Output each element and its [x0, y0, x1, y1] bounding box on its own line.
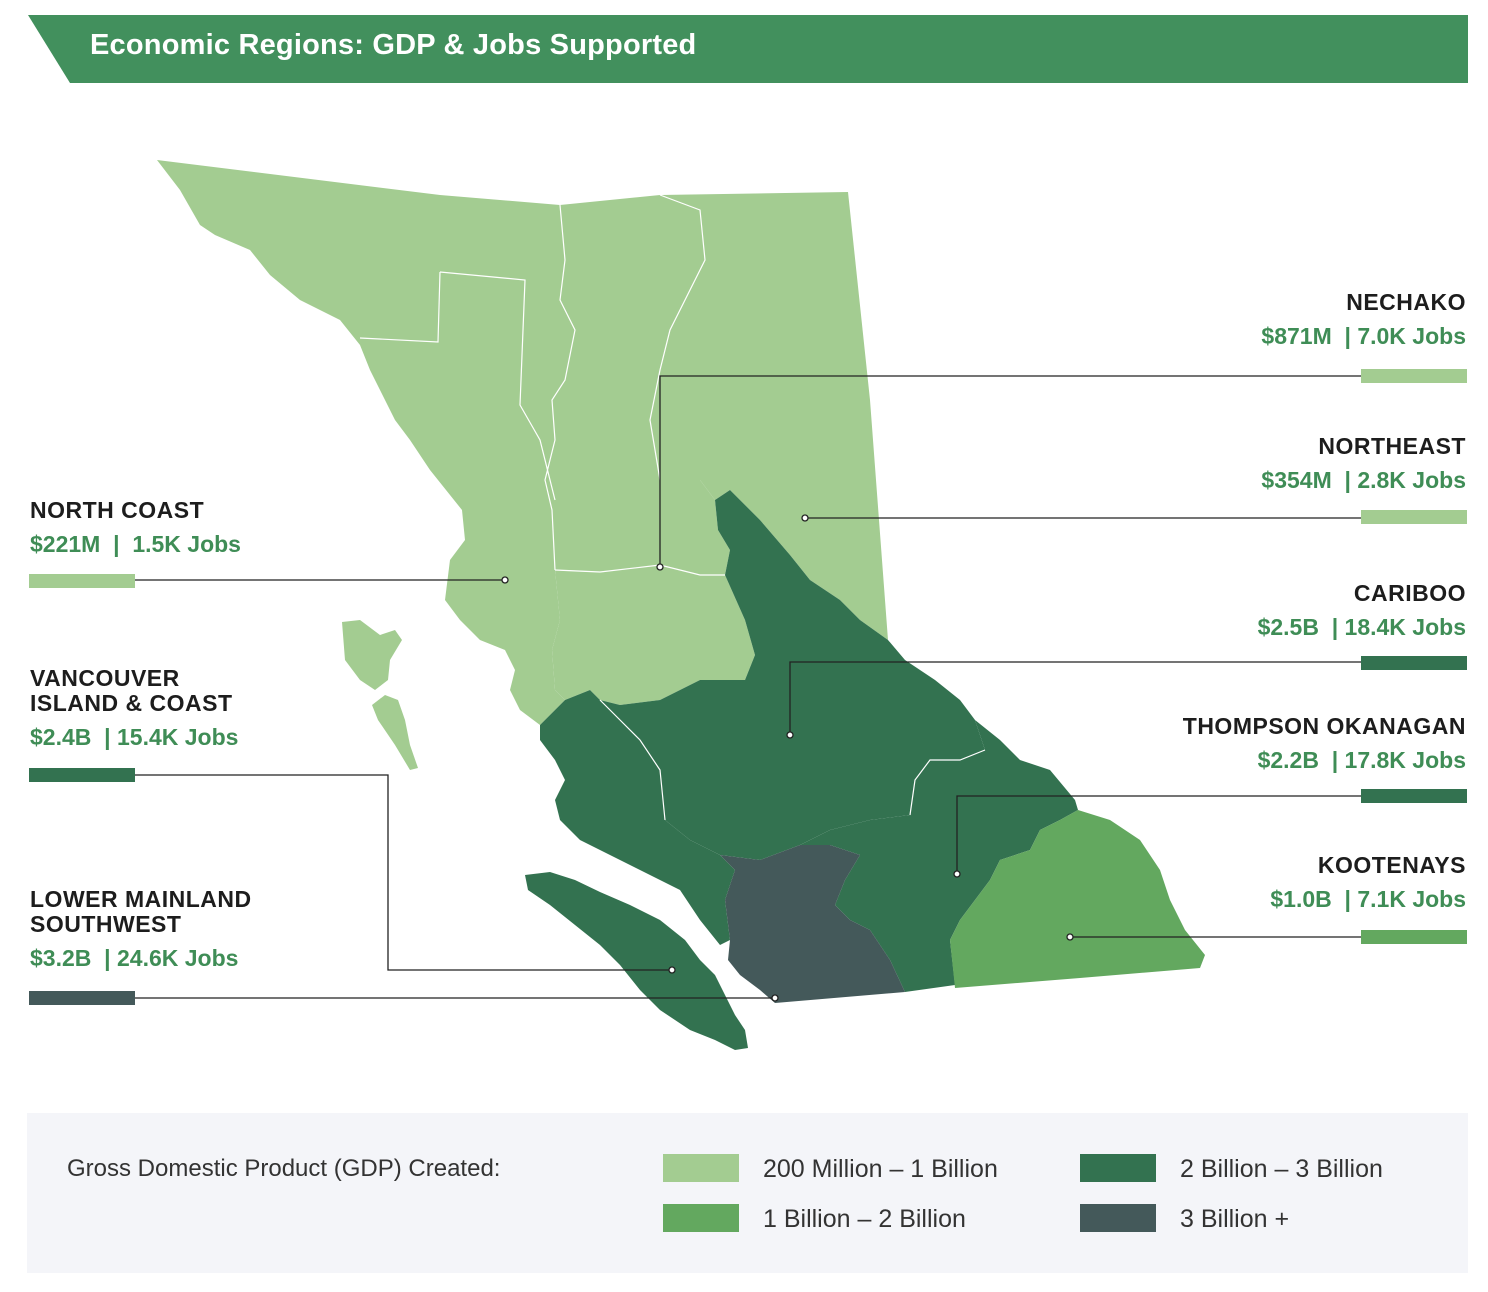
region-stats: $221M | 1.5K Jobs [30, 531, 241, 557]
dot-lower-mainland [771, 994, 779, 1002]
region-stats: $2.5B | 18.4K Jobs [1257, 614, 1466, 640]
swatch-cariboo [1361, 656, 1467, 670]
legend-chip [1080, 1204, 1156, 1232]
label-nechako: NECHAKO $871M | 7.0K Jobs [1261, 289, 1466, 350]
leader-lines [135, 375, 1362, 999]
legend-title: Gross Domestic Product (GDP) Created: [67, 1155, 501, 1182]
label-northeast: NORTHEAST $354M | 2.8K Jobs [1261, 433, 1466, 494]
swatch-north-coast [29, 574, 135, 588]
leader-dots [501, 514, 1074, 1002]
region-name: NORTH COAST [30, 497, 205, 523]
label-kootenays: KOOTENAYS $1.0B | 7.1K Jobs [1270, 852, 1466, 913]
island-haida-gwaii-north [342, 620, 402, 690]
region-northeast [650, 192, 888, 640]
title-banner: Economic Regions: GDP & Jobs Supported [28, 15, 1468, 83]
region-thompson-okanagan [800, 720, 1078, 992]
region-stats: $2.2B | 17.8K Jobs [1257, 747, 1466, 773]
region-lower-mainland [720, 845, 905, 1003]
island-vancouver [525, 872, 748, 1050]
leader-cariboo [789, 661, 1362, 735]
dot-vancouver-island [668, 966, 676, 974]
dot-kootenays [1066, 933, 1074, 941]
region-name: THOMPSON OKANAGAN [1182, 713, 1466, 739]
region-name-line2: ISLAND & COAST [30, 690, 233, 716]
swatch-nechako [1361, 369, 1467, 383]
leader-thompson [956, 795, 1362, 874]
legend-label: 3 Billion + [1180, 1205, 1290, 1233]
region-name: CARIBOO [1353, 580, 1466, 606]
dot-northeast [801, 514, 809, 522]
gdp-legend: Gross Domestic Product (GDP) Created: 20… [27, 1113, 1468, 1273]
legend-chip [663, 1204, 739, 1232]
region-vancouver-coast [540, 690, 735, 945]
region-stats: $354M | 2.8K Jobs [1261, 467, 1466, 493]
region-nechako [545, 195, 755, 705]
region-name-line1: VANCOUVER [30, 665, 180, 691]
swatch-vancouver-island [29, 768, 135, 782]
dot-thompson [953, 870, 961, 878]
legend-label: 200 Million – 1 Billion [763, 1155, 998, 1183]
leader-nechako [659, 375, 1362, 567]
region-north-coast [157, 160, 575, 725]
leader-vancouver-island [135, 774, 672, 971]
legend-label: 2 Billion – 3 Billion [1180, 1155, 1383, 1183]
page-title: Economic Regions: GDP & Jobs Supported [90, 29, 697, 61]
region-name-line2: SOUTHWEST [30, 911, 182, 937]
region-stats: $2.4B | 15.4K Jobs [30, 724, 239, 750]
region-name: NORTHEAST [1318, 433, 1466, 459]
label-lower-mainland: LOWER MAINLAND SOUTHWEST $3.2B | 24.6K J… [30, 886, 252, 972]
label-vancouver-island: VANCOUVER ISLAND & COAST $2.4B | 15.4K J… [30, 665, 239, 751]
region-name-line1: LOWER MAINLAND [30, 886, 252, 912]
legend-chip [1080, 1154, 1156, 1182]
label-north-coast: NORTH COAST $221M | 1.5K Jobs [30, 497, 241, 558]
region-name: KOOTENAYS [1317, 852, 1466, 878]
region-name: NECHAKO [1346, 289, 1466, 315]
region-stats: $1.0B | 7.1K Jobs [1270, 886, 1466, 912]
region-stats: $3.2B | 24.6K Jobs [30, 945, 239, 971]
swatch-northeast [1361, 510, 1467, 524]
swatch-thompson-okanagan [1361, 789, 1467, 803]
region-stats: $871M | 7.0K Jobs [1261, 323, 1466, 349]
island-haida-gwaii-south [372, 695, 418, 770]
dot-nechako [656, 563, 664, 571]
label-thompson-okanagan: THOMPSON OKANAGAN $2.2B | 17.8K Jobs [1182, 713, 1466, 774]
swatch-kootenays [1361, 930, 1467, 944]
legend-chip [663, 1154, 739, 1182]
dot-cariboo [786, 731, 794, 739]
region-boundaries [359, 194, 986, 821]
region-kootenays [950, 810, 1205, 988]
region-cariboo [600, 490, 985, 860]
banner-shape [28, 15, 1468, 83]
label-cariboo: CARIBOO $2.5B | 18.4K Jobs [1257, 580, 1466, 641]
swatch-lower-mainland [29, 991, 135, 1005]
legend-label: 1 Billion – 2 Billion [763, 1205, 966, 1233]
dot-north-coast [501, 576, 509, 584]
